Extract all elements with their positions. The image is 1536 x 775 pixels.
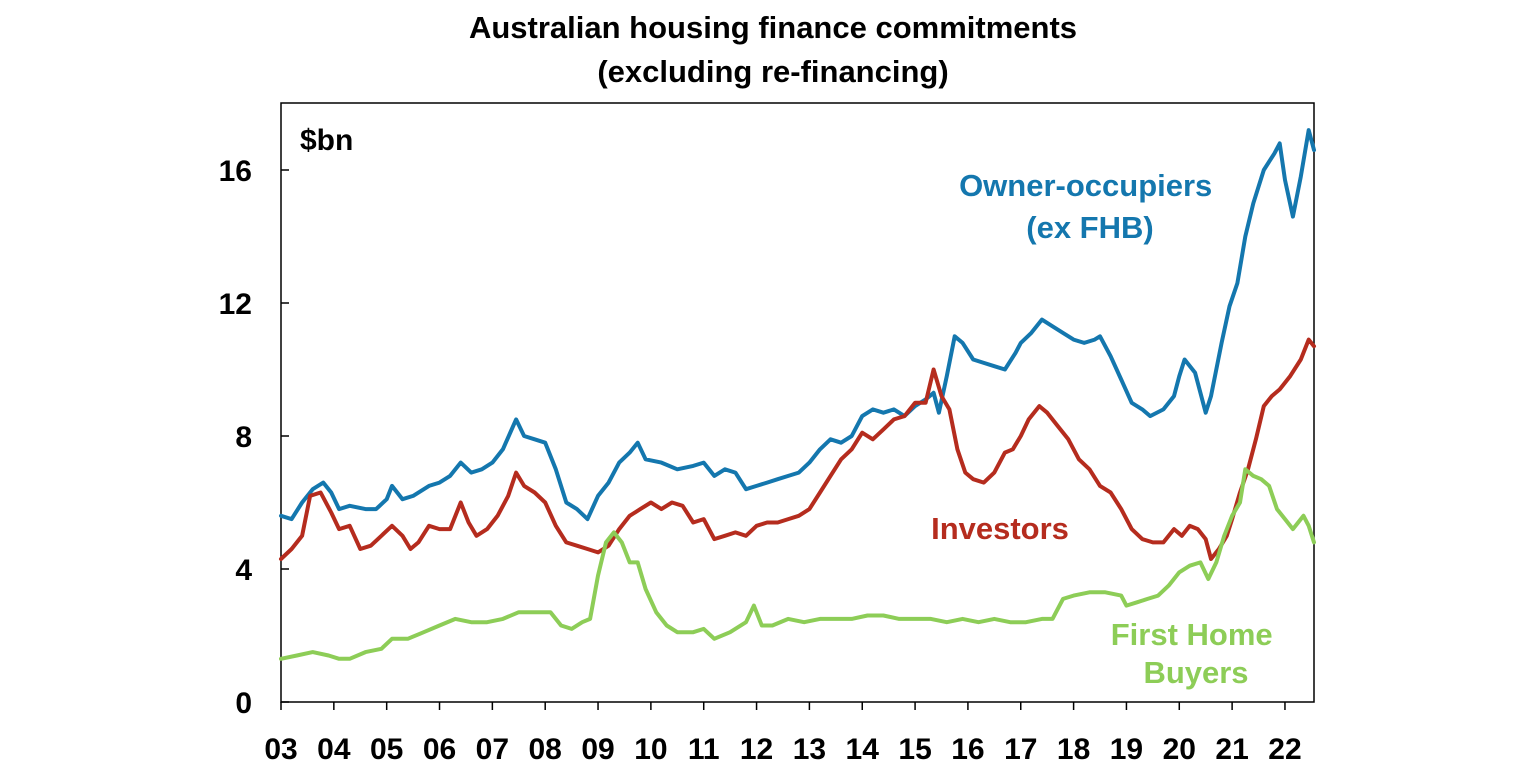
y-tick-label: 4: [235, 554, 252, 587]
x-tick-label: 16: [951, 733, 984, 766]
chart-title: Australian housing finance commitments: [469, 10, 1077, 45]
x-tick-label: 20: [1163, 733, 1196, 766]
x-tick-label: 11: [688, 733, 720, 766]
series-layer: [279, 128, 1316, 661]
series-label-investors-line-1: Investors: [931, 511, 1069, 546]
series-label-owner-occupiers: Owner-occupiers (ex FHB): [959, 168, 1221, 245]
plot-frame: [280, 102, 1315, 703]
x-axis: 03 04 05 06 07 08 09 10 11 12 13 14 15 16 17 18 19 20 21 22: [264, 702, 1302, 766]
x-tick-label: 12: [740, 733, 773, 766]
x-tick-label: 18: [1057, 733, 1090, 766]
x-tick-label: 13: [793, 733, 826, 766]
x-tick-label: 06: [423, 733, 456, 766]
x-tick-label: 10: [634, 733, 667, 766]
series-label-owner-occupiers-line-1: Owner-occupiers: [959, 168, 1212, 203]
series-line-first-home-buyers: [279, 467, 1316, 661]
y-tick-label: 8: [235, 421, 252, 454]
x-tick-label: 07: [476, 733, 509, 766]
series-line-owner-occupiers: [279, 128, 1316, 522]
x-tick-label: 15: [898, 733, 931, 766]
y-tick-label: 12: [219, 288, 252, 321]
chart-subtitle: (excluding re-financing): [597, 54, 948, 89]
series-label-first-home-buyers: First Home Buyers: [1111, 617, 1282, 690]
x-tick-label: 04: [317, 733, 351, 766]
y-axis: 0 4 8 12 16: [219, 155, 289, 720]
x-tick-label: 17: [1004, 733, 1037, 766]
x-tick-label: 14: [846, 733, 880, 766]
x-tick-label: 22: [1268, 733, 1301, 766]
series-label-first-home-buyers-line-1: First Home: [1111, 617, 1273, 652]
x-tick-label: 19: [1110, 733, 1143, 766]
y-unit-label: $bn: [300, 124, 353, 157]
x-tick-label: 21: [1215, 733, 1248, 766]
x-tick-label: 03: [264, 733, 297, 766]
x-tick-label: 09: [581, 733, 614, 766]
series-label-investors: Investors: [931, 511, 1069, 546]
series-label-owner-occupiers-line-2: (ex FHB): [1026, 210, 1153, 245]
series-line-investors: [279, 337, 1316, 561]
x-tick-label: 05: [370, 733, 403, 766]
x-tick-label: 08: [529, 733, 562, 766]
y-tick-label: 0: [235, 687, 252, 720]
y-tick-label: 16: [219, 155, 252, 188]
series-label-first-home-buyers-line-2: Buyers: [1143, 655, 1248, 690]
